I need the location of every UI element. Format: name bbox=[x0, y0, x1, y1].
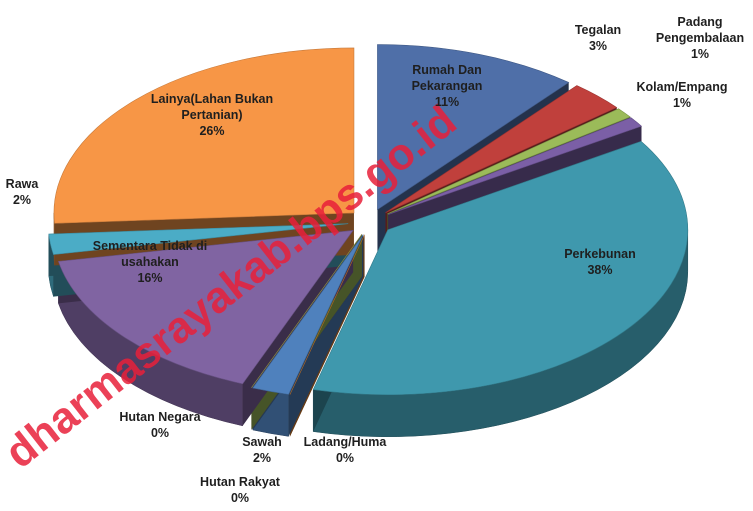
data-label: Hutan Rakyat 0% bbox=[185, 474, 295, 506]
category-label: Kolam/Empang bbox=[636, 80, 728, 94]
slice bbox=[252, 234, 364, 395]
slice bbox=[388, 117, 643, 215]
data-label: Tegalan 3% bbox=[568, 22, 628, 54]
value-label: 0% bbox=[230, 491, 250, 505]
value-label: 3% bbox=[588, 39, 608, 53]
slice bbox=[385, 85, 618, 213]
slice bbox=[48, 223, 349, 255]
value-label: 2% bbox=[12, 193, 32, 207]
value-label: 1% bbox=[672, 96, 692, 110]
category-label: Perkebunan bbox=[564, 247, 636, 261]
category-label: Tegalan bbox=[574, 23, 622, 37]
slice bbox=[312, 141, 689, 396]
slice bbox=[377, 44, 570, 211]
category-label: Sementara Tidak di usahakan bbox=[92, 239, 208, 269]
value-label: 0% bbox=[150, 426, 170, 440]
category-label: Hutan Rakyat bbox=[200, 475, 280, 489]
data-label: Sawah 2% bbox=[232, 434, 292, 466]
value-label: 0% bbox=[335, 451, 355, 465]
data-label: Perkebunan 38% bbox=[540, 246, 660, 278]
slice bbox=[57, 230, 354, 385]
slice bbox=[251, 234, 363, 388]
value-label: 11% bbox=[434, 95, 460, 109]
data-label: Padang Pengembalaan 1% bbox=[640, 14, 753, 62]
slice bbox=[387, 108, 631, 215]
category-label: Ladang/Huma bbox=[303, 435, 387, 449]
data-label: Kolam/Empang 1% bbox=[627, 79, 737, 111]
value-label: 16% bbox=[137, 271, 163, 285]
category-label: Sawah bbox=[242, 435, 282, 449]
data-label: Rumah Dan Pekarangan 11% bbox=[392, 62, 502, 110]
data-label: Lainya(Lahan Bukan Pertanian) 26% bbox=[127, 91, 297, 139]
category-label: Hutan Negara bbox=[119, 410, 201, 424]
data-label: Ladang/Huma 0% bbox=[290, 434, 400, 466]
value-label: 38% bbox=[587, 263, 613, 277]
category-label: Lainya(Lahan Bukan Pertanian) bbox=[150, 92, 274, 122]
data-label: Hutan Negara 0% bbox=[105, 409, 215, 441]
value-label: 26% bbox=[199, 124, 225, 138]
category-label: Rumah Dan Pekarangan bbox=[411, 63, 483, 93]
category-label: Rawa bbox=[5, 177, 39, 191]
value-label: 1% bbox=[690, 47, 710, 61]
data-label: Sementara Tidak di usahakan 16% bbox=[85, 238, 215, 286]
category-label: Padang Pengembalaan bbox=[655, 15, 745, 45]
value-label: 2% bbox=[252, 451, 272, 465]
slice bbox=[53, 47, 355, 224]
data-label: Rawa 2% bbox=[0, 176, 47, 208]
